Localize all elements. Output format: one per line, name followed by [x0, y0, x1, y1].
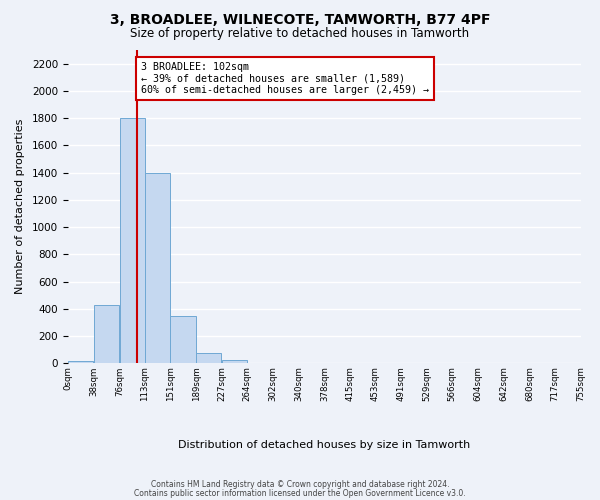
X-axis label: Distribution of detached houses by size in Tamworth: Distribution of detached houses by size …: [178, 440, 470, 450]
Text: Size of property relative to detached houses in Tamworth: Size of property relative to detached ho…: [130, 28, 470, 40]
Bar: [222, 360, 247, 364]
Bar: [196, 352, 221, 364]
Bar: [68, 360, 93, 364]
Bar: [247, 363, 272, 364]
Bar: [145, 172, 170, 364]
Text: Contains public sector information licensed under the Open Government Licence v3: Contains public sector information licen…: [134, 488, 466, 498]
Y-axis label: Number of detached properties: Number of detached properties: [15, 119, 25, 294]
Text: 3 BROADLEE: 102sqm
← 39% of detached houses are smaller (1,589)
60% of semi-deta: 3 BROADLEE: 102sqm ← 39% of detached hou…: [140, 62, 428, 96]
Text: Contains HM Land Registry data © Crown copyright and database right 2024.: Contains HM Land Registry data © Crown c…: [151, 480, 449, 489]
Bar: [170, 316, 196, 364]
Bar: [119, 118, 145, 364]
Text: 3, BROADLEE, WILNECOTE, TAMWORTH, B77 4PF: 3, BROADLEE, WILNECOTE, TAMWORTH, B77 4P…: [110, 12, 490, 26]
Bar: [94, 305, 119, 364]
